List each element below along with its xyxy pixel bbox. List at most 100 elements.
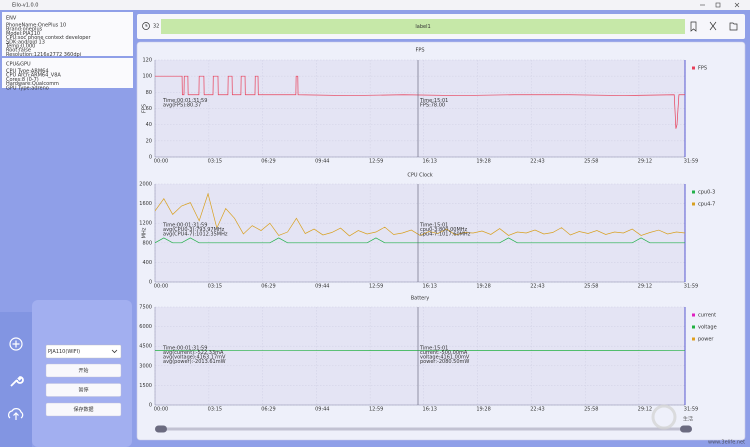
x-tick-label: 00:00 [154,407,168,413]
add-icon[interactable] [9,337,23,351]
scissors-icon[interactable] [709,21,717,31]
legend-swatch [692,66,695,70]
y-tick-label: 1600 [139,201,152,207]
cursor-annotation: Time:15:01 [419,98,448,104]
x-tick-label: 31:59 [684,407,698,413]
x-tick-label: 00:00 [154,159,168,165]
y-tick-label: 7500 [139,305,152,311]
cursor-annotation: Time:15:01 [419,223,448,229]
series-line [155,75,685,129]
title-bar [0,0,750,10]
y-tick-label: 6000 [139,324,152,330]
env-line: PhoneName:OnePlus 10 [6,23,66,29]
action-button-label: 开始 [78,367,88,374]
y-tick-label: 80 [146,90,152,96]
x-tick-label: 09:44 [315,159,329,165]
dropdown-chevron [111,349,118,354]
cpu-gpu-line: Cores:8 (0-7) [6,77,39,83]
x-tick-label: 29:12 [638,407,652,413]
series-line [155,192,685,237]
x-tick-label: 12:59 [369,407,383,413]
x-tick-label: 25:58 [584,159,598,165]
y-tick-label: 120 [142,58,152,64]
window-title: Eilo-v1.0.0 [12,3,38,9]
x-tick-label: 31:59 [684,159,698,165]
y-tick-label: 20 [146,138,152,144]
env-line: Temp:0.000 [5,44,35,50]
legend-swatch [692,325,695,329]
maximize-button[interactable] [715,2,721,8]
y-axis-label: FPS [142,104,148,113]
y-tick-label: 1500 [139,383,152,389]
upload-icon[interactable] [8,408,24,420]
slider-handle-right[interactable] [680,425,692,433]
summary-annotation: Time:00:01:31:59 [162,346,207,352]
summary-annotation: avg(voltage):4163.17mV [163,355,226,361]
x-tick-label: 19:28 [476,284,490,290]
cursor-annotation: Time:15:01 [419,346,448,352]
env-line: Root:false [6,48,31,54]
x-tick-label: 06:29 [261,407,275,413]
cursor-annotation: current:-500.00mA [420,350,468,356]
x-tick-label: 03:15 [208,407,222,413]
legend-label: voltage [698,325,717,331]
y-axis-label: MHz [142,227,148,238]
summary-annotation: Time:00:01:31:59 [162,223,207,229]
legend-label: current [698,313,716,319]
watermark-brand: 生活 [683,416,693,423]
summary-annotation: Time:00:01:31:59 [162,98,207,104]
summary-annotation: avg(power):-2013.61mW [163,359,226,365]
charts: FPS FPS 0 20 40 60 80 100 120 00:00 03:15 06:29 09:4… [139,48,717,413]
y-tick-label: 400 [142,260,152,266]
x-tick-label: 03:15 [208,284,222,290]
chart-title: Battery [411,296,430,302]
y-tick-label: 1200 [139,221,152,227]
settings-icon[interactable] [10,376,24,387]
icon-column [0,312,32,447]
close-button[interactable] [734,2,740,8]
summary-annotation: avg(current):-522.33mA [163,350,224,356]
cursor-annotation: cpu0-3:800.00MHz [420,227,468,233]
y-tick-label: 40 [146,122,152,128]
x-tick-label: 19:28 [476,159,490,165]
env-lines: PhoneName:OnePlus 10Brand:oneplusModel:P… [5,23,92,58]
y-tick-label: 800 [142,240,152,246]
summary-annotation: avg(CPU0-3):793.97MHz [163,227,225,233]
plot-area [155,307,685,405]
clock-icon[interactable] [142,22,150,30]
legend-swatch [692,202,695,206]
device-dropdown-text: PJA110(WIFI) [48,349,80,355]
y-tick-label: 0 [149,155,152,161]
bookmark-icon[interactable] [690,21,697,32]
env-panel [2,12,133,56]
cpu-gpu-title: CPU&GPU [6,62,31,68]
x-tick-label: 31:59 [684,284,698,290]
cursor-annotation: cpu4-7:1017.60MHz [420,232,471,238]
toolbar-count: 32 [153,24,159,30]
x-tick-label: 12:59 [369,159,383,165]
x-tick-label: 29:12 [638,284,652,290]
label-text: label1 [415,24,430,30]
y-tick-label: 4500 [139,344,152,350]
action-button[interactable] [45,363,122,378]
watermark-url: www.3elife.net [708,440,745,446]
env-line: SDK:android 13 [6,39,45,45]
x-tick-label: 09:44 [315,407,329,413]
action-button[interactable] [45,402,122,417]
x-tick-label: 25:58 [584,284,598,290]
y-tick-label: 100 [142,74,152,80]
action-button[interactable] [45,383,122,397]
slider-handle-left[interactable] [155,425,167,433]
cpu-gpu-line: CPU Arch:ARM64_V8A [6,73,61,79]
x-tick-label: 16:13 [423,159,437,165]
x-tick-label: 00:00 [154,284,168,290]
device-dropdown[interactable] [45,344,122,359]
chart-title: FPS [415,48,424,54]
x-tick-label: 29:12 [638,159,652,165]
folder-icon[interactable] [729,22,738,31]
env-line: Model:PJA110 [6,31,40,37]
